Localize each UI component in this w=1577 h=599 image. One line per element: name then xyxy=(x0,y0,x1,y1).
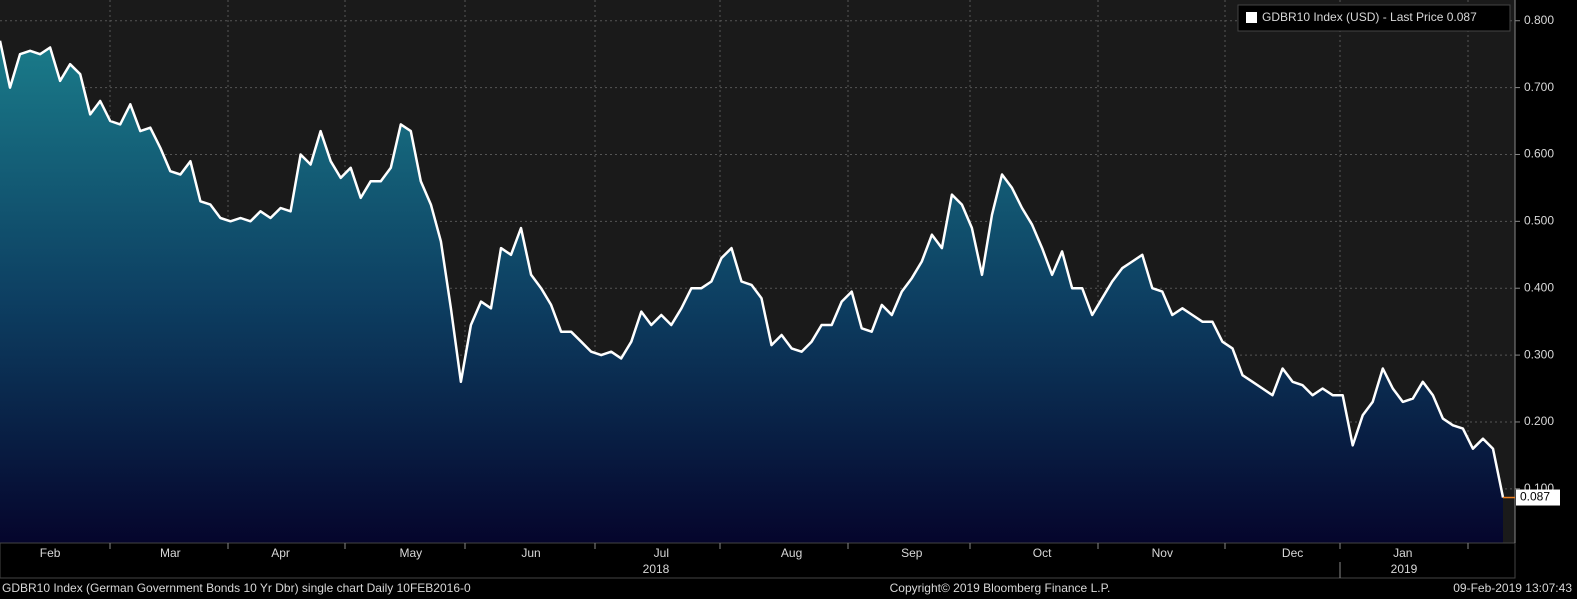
footer-center: Copyright© 2019 Bloomberg Finance L.P. xyxy=(890,581,1111,595)
last-price-tag-box xyxy=(1516,489,1560,506)
legend-swatch xyxy=(1246,12,1257,23)
year-label: 2018 xyxy=(643,562,670,576)
x-tick-label: Dec xyxy=(1282,546,1303,560)
x-tick-label: Sep xyxy=(901,546,923,560)
y-tick-label: 0.300 xyxy=(1524,347,1554,361)
footer-left: GDBR10 Index (German Government Bonds 10… xyxy=(2,581,471,595)
y-tick-label: 0.200 xyxy=(1524,414,1554,428)
x-tick-label: Nov xyxy=(1152,546,1173,560)
area-fill xyxy=(0,40,1503,544)
x-tick-label: May xyxy=(399,546,422,560)
x-tick-label: Jan xyxy=(1393,546,1412,560)
legend-box xyxy=(1237,4,1511,32)
y-tick-label: 0.400 xyxy=(1524,280,1554,294)
y-tick-label: 0.800 xyxy=(1524,13,1554,27)
x-tick-label: Feb xyxy=(40,546,61,560)
x-tick-label: Jun xyxy=(521,546,540,560)
y-tick-label: 0.600 xyxy=(1524,147,1554,161)
year-label: 2019 xyxy=(1391,562,1418,576)
x-tick-label: Apr xyxy=(271,546,290,560)
x-tick-label: Jul xyxy=(654,546,669,560)
x-tick-label: Aug xyxy=(781,546,802,560)
x-tick-label: Mar xyxy=(160,546,181,560)
footer-right: 09-Feb-2019 13:07:43 xyxy=(1453,581,1572,595)
y-tick-label: 0.700 xyxy=(1524,80,1554,94)
line xyxy=(0,40,1505,498)
legend-label: GDBR10 Index (USD) - Last Price 0.087 xyxy=(1262,10,1477,24)
last-price-tag: 0.087 xyxy=(1520,490,1550,504)
x-tick-label: Oct xyxy=(1033,546,1052,560)
plot xyxy=(0,40,1505,544)
x-axis-band xyxy=(0,542,1516,579)
y-tick-label: 0.500 xyxy=(1524,214,1554,228)
